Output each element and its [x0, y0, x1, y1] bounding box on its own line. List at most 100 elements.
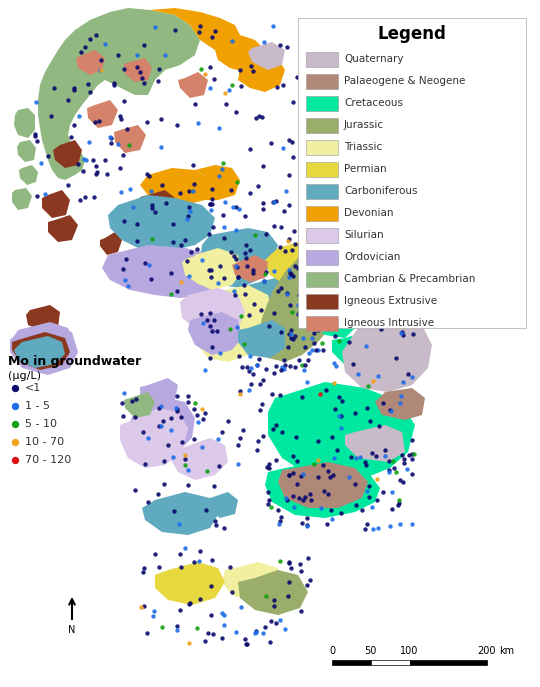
Point [157, 142, 165, 153]
Point [260, 275, 269, 286]
Polygon shape [19, 165, 38, 185]
Polygon shape [238, 55, 285, 92]
Point [295, 493, 303, 504]
Point [79, 166, 87, 177]
Point [352, 453, 361, 464]
Point [282, 185, 291, 196]
Point [147, 199, 156, 210]
Point [145, 260, 154, 271]
Point [139, 427, 148, 438]
Point [272, 618, 280, 629]
Bar [306, 162, 338, 177]
Point [361, 523, 369, 534]
Polygon shape [14, 322, 75, 368]
Polygon shape [188, 312, 242, 355]
Point [184, 464, 192, 475]
Point [224, 416, 232, 427]
Point [206, 199, 214, 210]
Point [277, 365, 286, 376]
Point [308, 333, 316, 344]
Point [334, 411, 343, 422]
Point [195, 555, 204, 566]
Point [310, 338, 319, 349]
Point [312, 345, 321, 356]
Point [286, 563, 295, 574]
Point [258, 111, 267, 122]
Point [245, 384, 253, 395]
Polygon shape [14, 108, 35, 138]
Point [259, 160, 267, 171]
Point [291, 361, 299, 372]
Point [309, 273, 318, 284]
Point [107, 133, 116, 144]
Point [144, 497, 153, 508]
Point [361, 341, 370, 352]
Point [274, 505, 282, 516]
Text: 50: 50 [364, 646, 377, 656]
Point [313, 454, 322, 465]
Polygon shape [298, 18, 526, 328]
Point [362, 403, 371, 414]
Point [151, 21, 159, 32]
Point [41, 189, 50, 200]
Point [120, 275, 129, 286]
Point [300, 341, 309, 352]
Point [314, 345, 323, 356]
Bar [306, 294, 338, 309]
Point [256, 304, 265, 315]
Point [351, 479, 360, 490]
Text: Mo in groundwater: Mo in groundwater [8, 355, 141, 368]
Point [83, 78, 92, 89]
Point [328, 469, 337, 480]
Polygon shape [114, 125, 146, 153]
Point [285, 264, 294, 275]
Point [246, 350, 254, 361]
Point [191, 398, 199, 409]
Polygon shape [130, 398, 195, 458]
Point [160, 455, 168, 466]
Point [96, 65, 104, 76]
Point [379, 398, 388, 409]
Bar [306, 250, 338, 265]
Point [284, 557, 293, 568]
Point [365, 491, 374, 502]
Point [319, 460, 327, 471]
Point [197, 63, 205, 74]
Point [304, 318, 313, 329]
Point [226, 185, 235, 196]
Point [236, 65, 245, 76]
Polygon shape [232, 278, 298, 325]
Point [272, 196, 280, 207]
Point [303, 311, 312, 322]
Point [158, 179, 167, 190]
Point [284, 329, 293, 340]
Point [305, 348, 314, 359]
Point [64, 95, 72, 106]
Point [269, 368, 278, 379]
Point [376, 323, 385, 334]
Point [147, 203, 156, 214]
Point [261, 621, 269, 632]
Polygon shape [265, 462, 380, 518]
Polygon shape [17, 140, 36, 162]
Point [92, 29, 101, 40]
Point [337, 411, 346, 422]
Point [405, 449, 414, 460]
Point [279, 142, 288, 153]
Point [228, 80, 237, 91]
Point [208, 629, 217, 640]
Point [207, 264, 215, 275]
Point [44, 151, 52, 162]
Point [70, 120, 78, 131]
Point [234, 458, 242, 469]
Text: Triassic: Triassic [344, 142, 382, 153]
Point [190, 404, 198, 415]
Point [176, 605, 184, 616]
Point [158, 621, 166, 632]
Point [252, 113, 261, 124]
Point [79, 154, 88, 165]
Polygon shape [12, 188, 32, 210]
Point [407, 449, 416, 460]
Point [289, 490, 298, 501]
Point [246, 60, 255, 71]
